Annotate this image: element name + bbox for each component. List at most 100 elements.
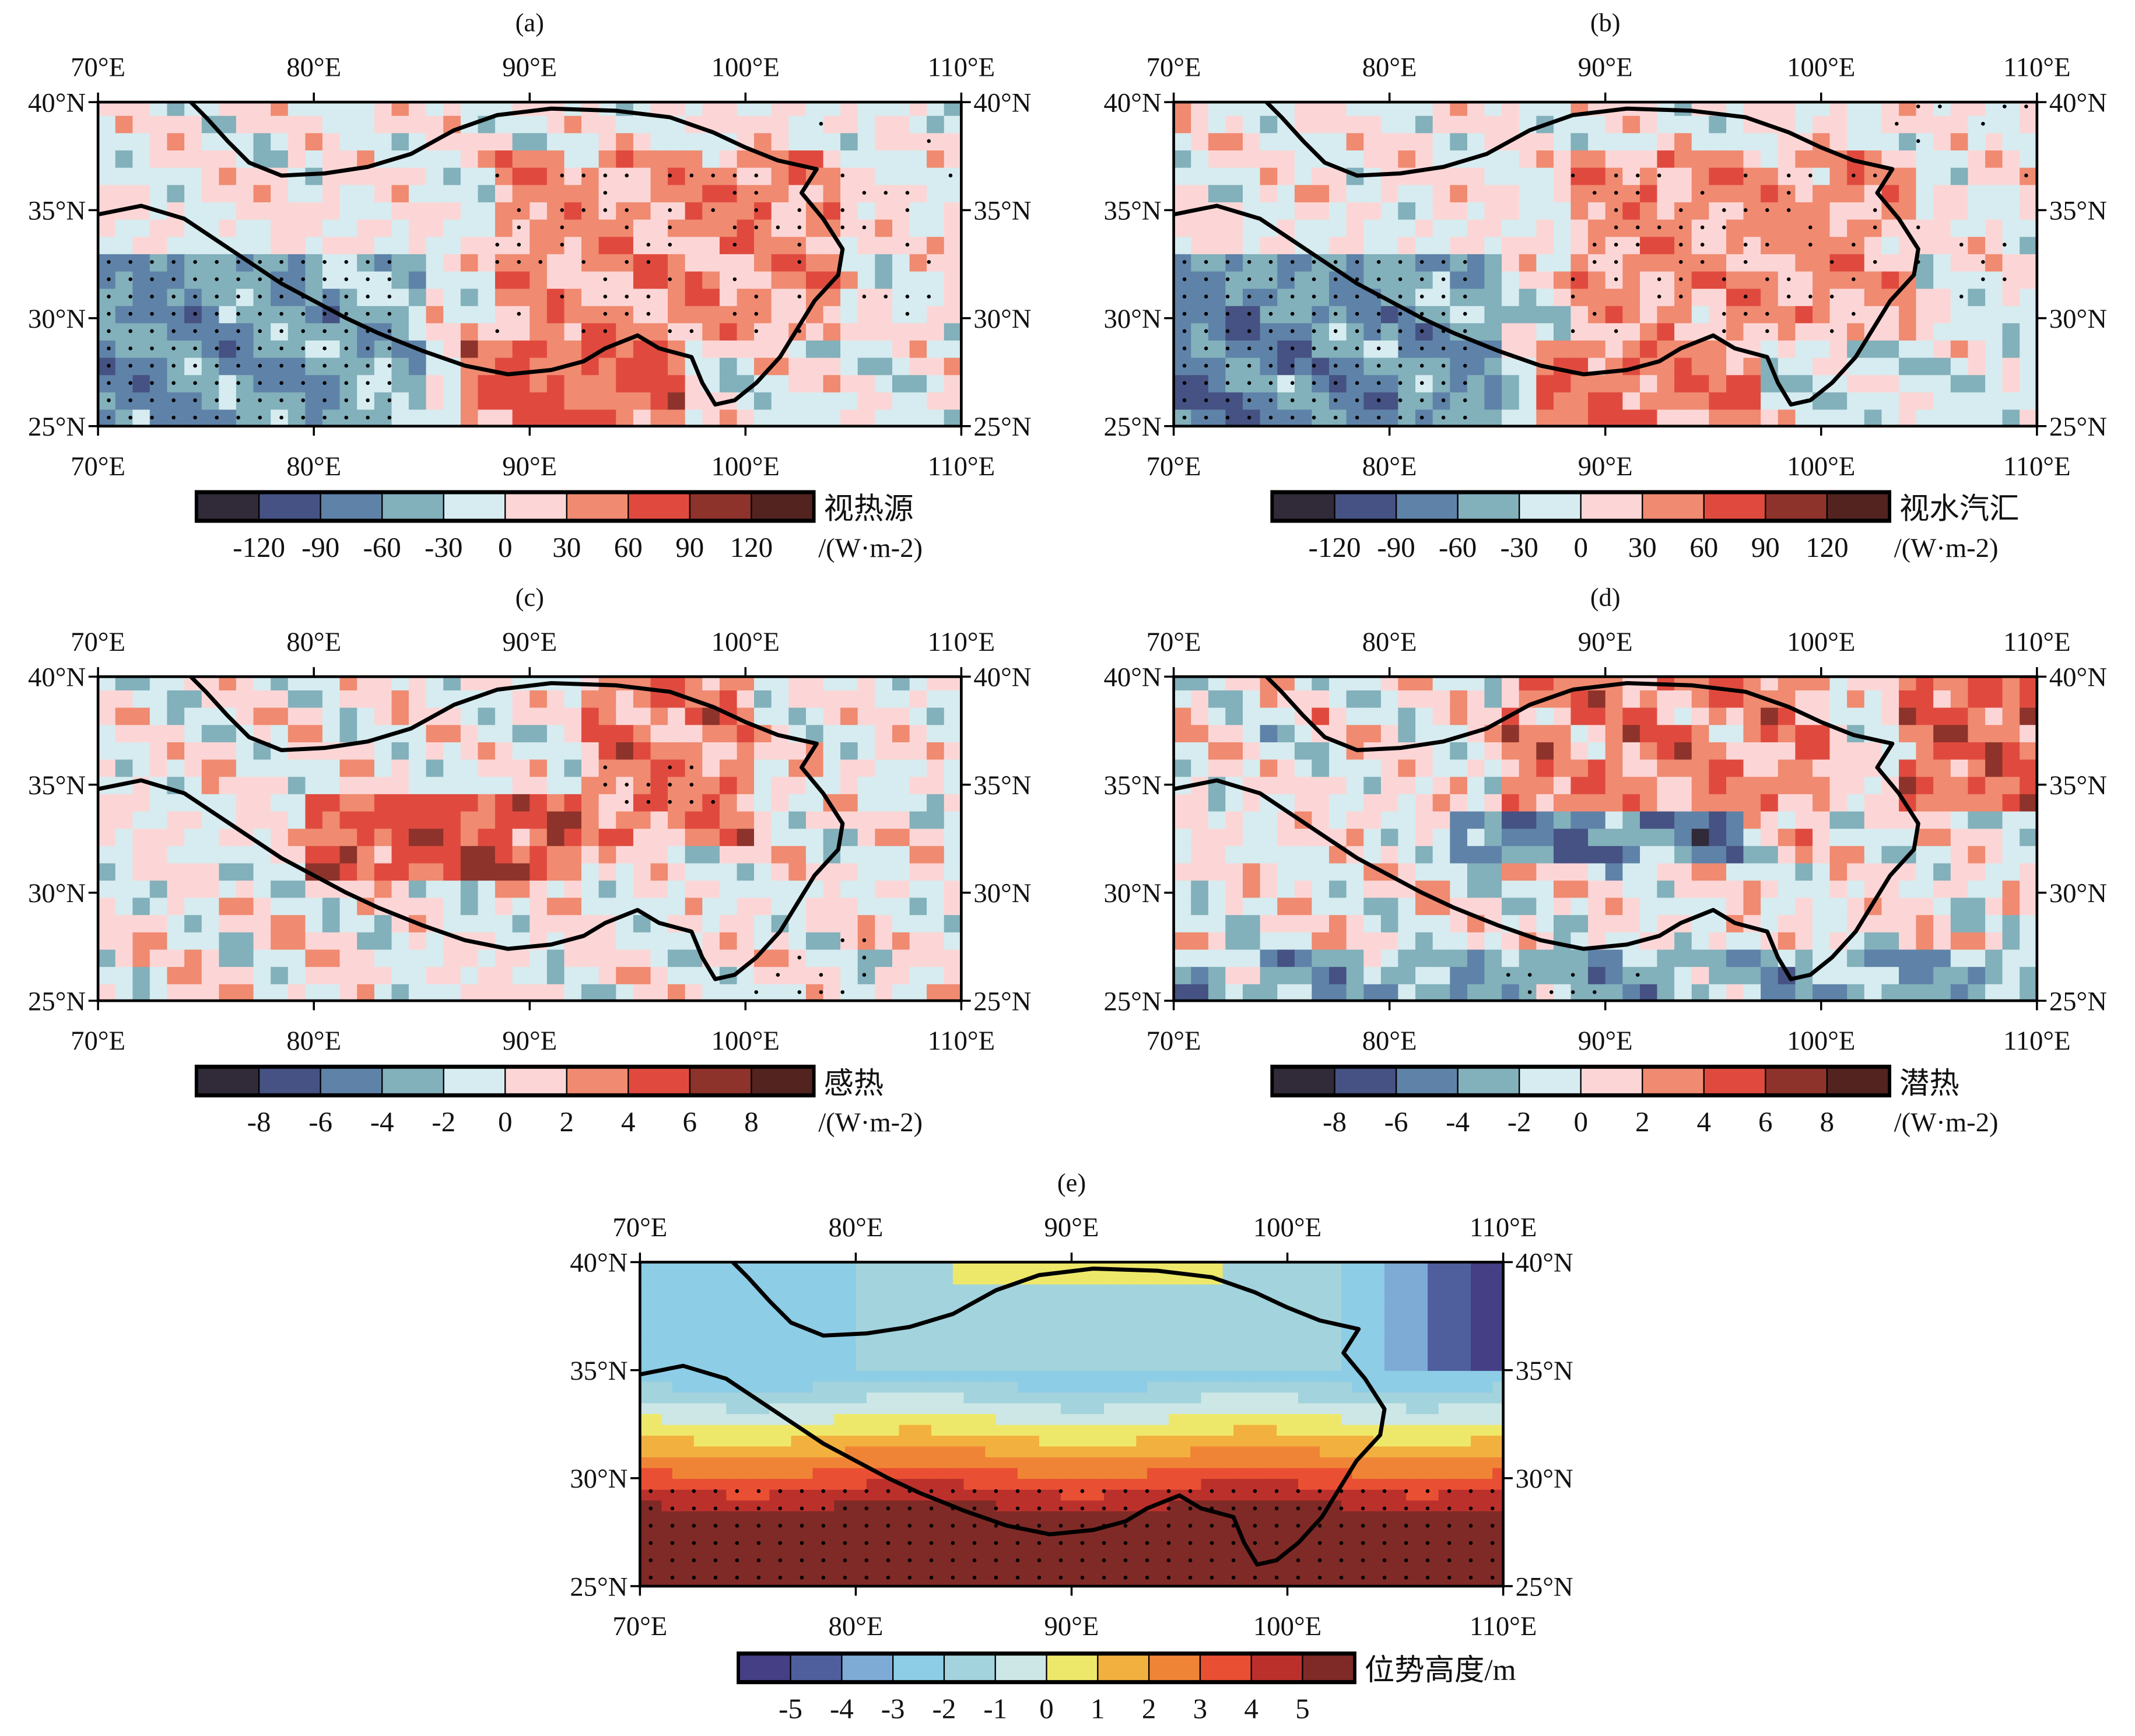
contour-cell xyxy=(726,1283,738,1295)
contour-cell xyxy=(788,742,807,760)
contour-cell xyxy=(1347,931,1365,949)
contour-cell xyxy=(772,897,790,915)
contour-cell xyxy=(772,862,790,881)
contour-cell xyxy=(132,236,150,254)
y-tick-label-left: 40°N xyxy=(1104,87,1162,118)
contour-cell xyxy=(1295,254,1313,272)
contour-cell xyxy=(1347,966,1365,984)
contour-cell xyxy=(1260,845,1278,863)
contour-cell xyxy=(1570,897,1589,915)
contour-cell xyxy=(305,374,323,392)
contour-cell xyxy=(1398,759,1416,777)
contour-cell xyxy=(167,409,185,427)
contour-cell xyxy=(1813,409,1831,427)
contour-cell xyxy=(927,811,945,829)
contour-cell xyxy=(1864,98,1882,116)
contour-cell xyxy=(1951,759,1969,777)
contour-cell xyxy=(944,862,962,881)
contour-cell xyxy=(685,202,703,220)
contour-cell xyxy=(858,724,876,742)
contour-cell xyxy=(1295,305,1313,323)
contour-cell xyxy=(1467,132,1485,150)
contour-cell xyxy=(1450,949,1468,967)
significance-dot xyxy=(1571,973,1575,977)
contour-cell xyxy=(694,1446,706,1457)
contour-cell xyxy=(305,897,323,915)
contour-cell xyxy=(1312,98,1330,116)
contour-cell xyxy=(651,1521,662,1533)
contour-cell xyxy=(651,983,669,1001)
contour-cell xyxy=(271,931,289,949)
contour-cell xyxy=(2020,271,2038,289)
contour-cell xyxy=(409,391,427,409)
contour-cell xyxy=(150,966,168,984)
contour-cell xyxy=(961,707,979,725)
contour-cell xyxy=(599,897,617,915)
significance-dot xyxy=(1528,990,1532,994)
significance-dot xyxy=(387,346,391,350)
contour-cell xyxy=(340,409,358,427)
contour-cell xyxy=(892,391,910,409)
contour-cell xyxy=(2020,724,2038,742)
contour-cell xyxy=(132,271,150,289)
contour-cell xyxy=(1225,742,1243,760)
contour-cell xyxy=(340,391,358,409)
contour-cell xyxy=(772,236,790,254)
contour-cell xyxy=(1709,391,1727,409)
contour-cell xyxy=(748,1424,760,1436)
contour-cell xyxy=(443,254,461,272)
contour-cell xyxy=(426,828,444,846)
contour-cell xyxy=(1640,98,1658,116)
contour-cell xyxy=(651,707,669,725)
contour-cell xyxy=(875,759,893,777)
contour-cell xyxy=(1916,322,1934,341)
contour-cell xyxy=(1657,862,1675,881)
contour-cell xyxy=(565,219,583,237)
contour-cell xyxy=(1622,742,1640,760)
contour-cell xyxy=(1622,132,1640,150)
contour-cell xyxy=(1433,98,1451,116)
significance-dot xyxy=(625,294,629,299)
contour-cell xyxy=(910,931,928,949)
contour-cell xyxy=(391,707,409,725)
contour-cell xyxy=(1502,724,1520,742)
contour-cell xyxy=(547,707,565,725)
contour-cell xyxy=(150,184,168,202)
contour-cell xyxy=(1605,340,1624,358)
significance-dot xyxy=(344,364,348,368)
contour-cell xyxy=(219,897,237,915)
contour-cell xyxy=(1916,862,1934,881)
contour-cell xyxy=(1657,391,1675,409)
contour-cell xyxy=(1536,966,1554,984)
contour-cell xyxy=(726,1414,738,1425)
contour-cell xyxy=(683,1457,695,1468)
contour-cell xyxy=(927,880,945,898)
contour-cell xyxy=(716,1305,727,1317)
contour-cell xyxy=(1243,115,1261,133)
contour-cell xyxy=(704,1424,716,1436)
contour-cell xyxy=(1674,167,1692,185)
significance-dot xyxy=(495,329,499,334)
contour-cell xyxy=(340,707,358,725)
contour-cell xyxy=(1968,983,1986,1001)
contour-cell xyxy=(737,271,755,289)
significance-dot xyxy=(387,260,391,264)
contour-cell xyxy=(202,184,220,202)
contour-cell xyxy=(1381,880,1399,898)
contour-cell xyxy=(633,150,651,168)
contour-cell xyxy=(858,167,876,185)
contour-cell xyxy=(1433,880,1451,898)
contour-cell xyxy=(1692,966,1710,984)
contour-cell xyxy=(1554,271,1572,289)
significance-dot xyxy=(1204,398,1208,402)
contour-cell xyxy=(461,254,479,272)
contour-cell xyxy=(443,914,461,932)
colorbar-swatch xyxy=(629,1069,689,1093)
significance-dot xyxy=(863,294,867,299)
contour-cell xyxy=(704,1273,716,1285)
contour-cell xyxy=(1295,828,1313,846)
contour-cell xyxy=(651,254,669,272)
contour-cell xyxy=(374,880,392,898)
contour-cell xyxy=(581,724,600,742)
contour-cell xyxy=(1570,811,1589,829)
